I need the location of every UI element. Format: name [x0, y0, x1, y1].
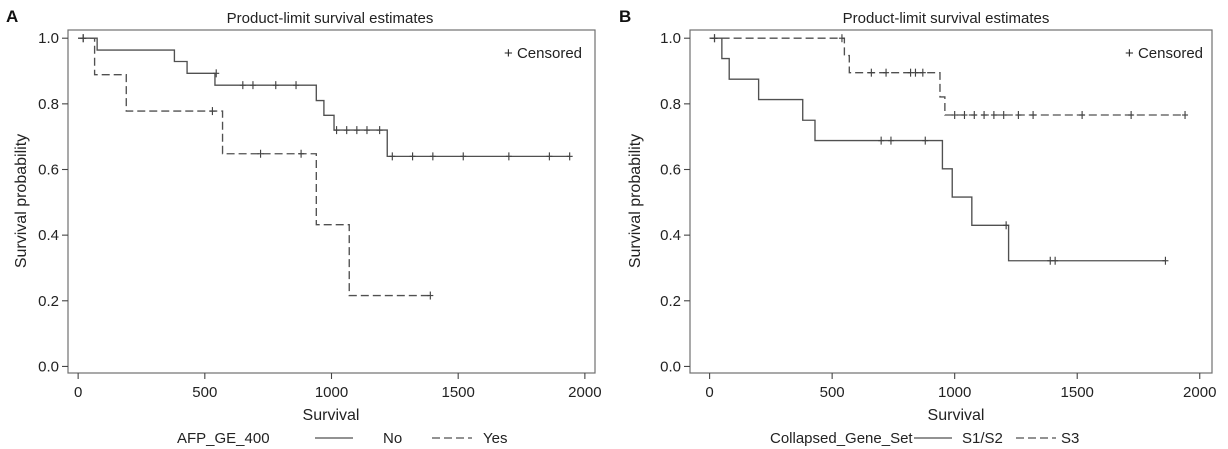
survival-curve-s1-s2: [709, 37, 1166, 262]
legend-label-yes: Yes: [483, 430, 507, 447]
x-tick-label: 1000: [315, 384, 348, 401]
plot-area: [689, 29, 1213, 374]
x-tick-label: 500: [820, 384, 845, 401]
censored-legend: + Censored: [504, 45, 582, 62]
plot-area: [67, 29, 596, 374]
chart-legend: AFP_GE_400 No Yes: [177, 430, 507, 447]
y-axis: 0.0 0.2 0.4 0.6 0.8 1.0: [660, 30, 690, 375]
x-axis-label: Survival: [928, 407, 985, 424]
y-tick-label: 0.6: [660, 161, 681, 178]
x-tick-label: 2000: [568, 384, 601, 401]
chart-title: Product-limit survival estimates: [227, 10, 434, 27]
y-tick-label: 1.0: [38, 30, 59, 47]
survival-curve-no: [78, 37, 570, 158]
x-tick-label: 1500: [441, 384, 474, 401]
x-tick-label: 0: [705, 384, 713, 401]
x-tick-label: 1500: [1061, 384, 1094, 401]
x-axis: 0 500 1000 1500 2000: [705, 373, 1216, 401]
legend-label-s1-s2: S1/S2: [962, 430, 1003, 447]
y-tick-label: 1.0: [660, 30, 681, 47]
legend-title: AFP_GE_400: [177, 430, 270, 447]
panel-letter: A: [6, 7, 18, 26]
survival-curve-s3: [709, 37, 1186, 116]
x-tick-label: 2000: [1183, 384, 1216, 401]
y-tick-label: 0.4: [660, 227, 681, 244]
y-axis-label: Survival probability: [627, 134, 644, 268]
y-tick-label: 0.0: [38, 358, 59, 375]
panel-letter: B: [619, 7, 631, 26]
y-tick-label: 0.8: [660, 96, 681, 113]
x-axis-label: Survival: [303, 407, 360, 424]
chart-legend: Collapsed_Gene_Set S1/S2 S3: [770, 430, 1079, 447]
chart-title: Product-limit survival estimates: [843, 10, 1050, 27]
censored-legend: + Censored: [1125, 45, 1203, 62]
x-tick-label: 1000: [938, 384, 971, 401]
panel-b: B Product-limit survival estimates + Cen…: [619, 7, 1216, 447]
series-layer: [709, 34, 1189, 265]
y-tick-label: 0.4: [38, 227, 59, 244]
x-tick-label: 0: [74, 384, 82, 401]
x-tick-label: 500: [192, 384, 217, 401]
y-tick-label: 0.2: [660, 293, 681, 310]
legend-label-no: No: [383, 430, 402, 447]
y-tick-label: 0.6: [38, 161, 59, 178]
survival-curve-yes: [78, 37, 433, 297]
series-layer: [78, 34, 573, 300]
y-tick-label: 0.2: [38, 293, 59, 310]
y-tick-label: 0.0: [660, 358, 681, 375]
y-axis-label: Survival probability: [13, 134, 30, 268]
y-axis: 0.0 0.2 0.4 0.6 0.8 1.0: [38, 30, 68, 375]
y-tick-label: 0.8: [38, 96, 59, 113]
legend-title: Collapsed_Gene_Set: [770, 430, 913, 447]
x-axis: 0 500 1000 1500 2000: [74, 373, 602, 401]
legend-label-s3: S3: [1061, 430, 1079, 447]
panel-a: A Product-limit survival estimates + Cen…: [6, 7, 602, 447]
